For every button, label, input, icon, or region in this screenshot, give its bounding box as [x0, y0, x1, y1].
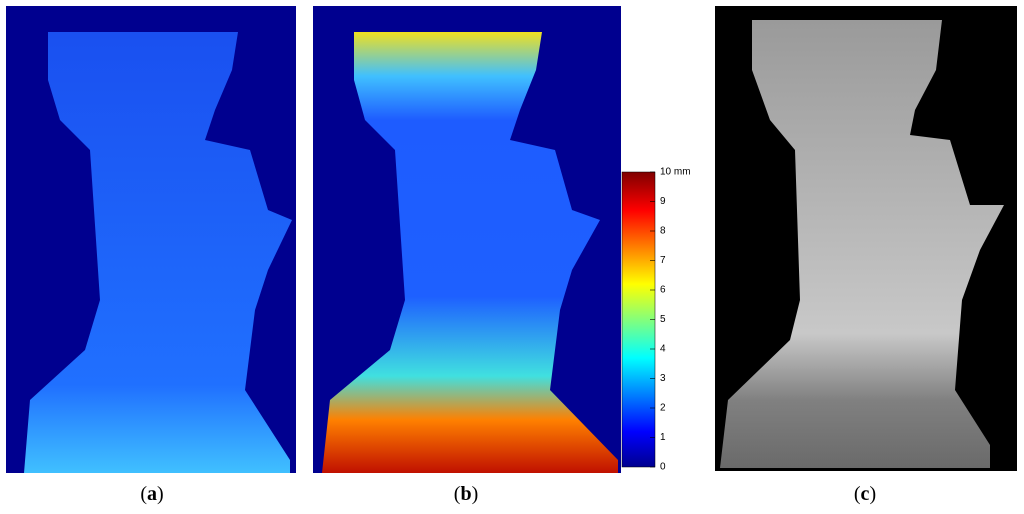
panel-caption: (c): [854, 483, 876, 505]
colorbar-tick-label: 2: [660, 403, 666, 414]
colorbar-tick-label: 0: [660, 462, 666, 473]
colorbar-tick-label: 6: [660, 285, 666, 296]
panel-caption: (b): [454, 483, 478, 505]
colorbar-tick-label: 3: [660, 373, 666, 384]
colorbar: [621, 171, 656, 468]
colorbar-tick-label: 10 mm: [660, 167, 691, 178]
colorbar-tick-label: 8: [660, 226, 666, 237]
panel-b-image: [313, 6, 621, 473]
colorbar-tick-label: 7: [660, 255, 666, 266]
panel-a-image: [6, 6, 296, 473]
panel-caption: (a): [140, 483, 163, 505]
colorbar-tick-label: 4: [660, 344, 666, 355]
colorbar-tick-label: 1: [660, 432, 666, 443]
panel-c-image: [715, 6, 1017, 471]
colorbar-tick-label: 9: [660, 196, 666, 207]
colorbar-tick-label: 5: [660, 314, 666, 325]
